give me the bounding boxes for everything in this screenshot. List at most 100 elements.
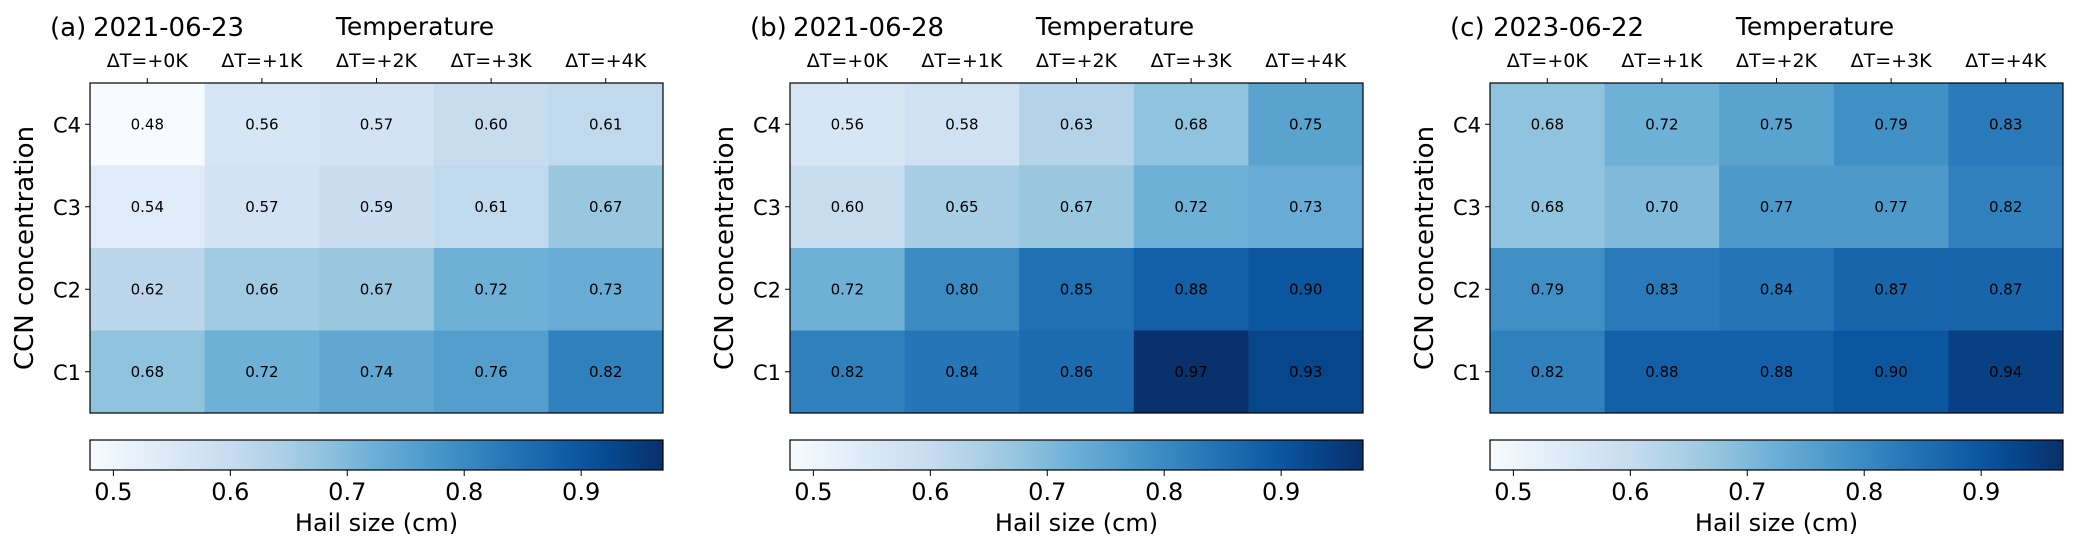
heatmap-cell (1490, 330, 1606, 414)
cell-value-label: 0.82 (831, 363, 864, 381)
cell-value-label: 0.72 (1174, 198, 1207, 216)
cell-value-label: 0.76 (474, 363, 507, 381)
y-tick-label: C3 (1453, 196, 1481, 220)
heatmap-cell (1604, 248, 1720, 331)
cell-value-label: 0.68 (131, 363, 164, 381)
heatmap-cell (1490, 165, 1606, 249)
colorbar-tick-label: 0.8 (1145, 478, 1183, 506)
y-tick-label: C1 (53, 361, 81, 385)
heatmap-cell (1248, 165, 1364, 249)
heatmap-cell (1019, 330, 1135, 414)
panel-letter: (b) (750, 13, 787, 43)
heatmap-cell (319, 330, 435, 414)
colorbar-tick-label: 0.7 (328, 478, 366, 506)
cell-value-label: 0.60 (831, 198, 864, 216)
x-tick-label: ΔT=+0K (807, 50, 889, 72)
cell-value-label: 0.84 (945, 363, 978, 381)
cell-value-label: 0.66 (245, 280, 278, 298)
y-tick-label: C4 (1453, 113, 1481, 137)
cell-value-label: 0.73 (1289, 198, 1322, 216)
colorbar-tick-label: 0.7 (1028, 478, 1066, 506)
cell-value-label: 0.72 (1645, 115, 1678, 133)
heatmap-cell (433, 330, 549, 414)
heatmap-cell (1133, 165, 1249, 249)
heatmap-panel-1: 0.56 0.58 0.63 0.68 0.75 0.60 0.65 0.67 0.72 0.73… (710, 12, 1364, 537)
x-tick-label: ΔT=+3K (1851, 50, 1933, 72)
heatmap-cell (790, 83, 906, 166)
heatmap-cell (1948, 248, 2064, 331)
heatmap-cell (1490, 83, 1606, 166)
heatmap-cell (904, 330, 1020, 414)
y-tick-label: C1 (1453, 361, 1481, 385)
colorbar-tick-label: 0.9 (562, 478, 600, 506)
cell-value-label: 0.72 (245, 363, 278, 381)
heatmap-cell (1833, 330, 1949, 414)
cell-value-label: 0.88 (1174, 280, 1207, 298)
colorbar-tick-label: 0.5 (1494, 478, 1532, 506)
heatmap-cell (790, 330, 906, 414)
colorbar-tick-label: 0.8 (445, 478, 483, 506)
cell-value-label: 0.70 (1645, 198, 1678, 216)
x-tick-label: ΔT=+4K (565, 50, 647, 72)
colorbar-tick-label: 0.7 (1728, 478, 1766, 506)
heatmap-cell (1248, 83, 1364, 166)
panel-letter: (a) (50, 13, 86, 43)
cell-value-label: 0.84 (1760, 280, 1793, 298)
heatmap-cell (1019, 248, 1135, 331)
heatmap-cell (204, 165, 320, 249)
cell-value-label: 0.56 (831, 115, 864, 133)
cell-value-label: 0.72 (831, 280, 864, 298)
colorbar-title: Hail size (cm) (1695, 509, 1858, 537)
cell-value-label: 0.79 (1531, 280, 1564, 298)
x-tick-label: ΔT=+3K (1151, 50, 1233, 72)
heatmap-cell (548, 248, 664, 331)
colorbar-tick-label: 0.8 (1845, 478, 1883, 506)
cell-value-label: 0.57 (245, 198, 278, 216)
cell-value-label: 0.88 (1645, 363, 1678, 381)
y-axis-title: CCN concentration (10, 126, 40, 370)
heatmap-cell (1133, 330, 1249, 414)
cell-value-label: 0.63 (1060, 115, 1093, 133)
colorbar-title: Hail size (cm) (295, 509, 458, 537)
x-tick-label: ΔT=+1K (1621, 50, 1703, 72)
heatmap-cell (904, 248, 1020, 331)
cell-value-label: 0.54 (131, 198, 164, 216)
heatmap-cell (790, 248, 906, 331)
x-tick-label: ΔT=+0K (107, 50, 189, 72)
heatmap-panel-0: 0.48 0.56 0.57 0.60 0.61 0.54 0.57 0.59 0.61 0.67… (10, 12, 664, 537)
x-tick-label: ΔT=+0K (1507, 50, 1589, 72)
colorbar (89, 439, 664, 471)
colorbar-tick-label: 0.5 (94, 478, 132, 506)
heatmap-cell (1490, 248, 1606, 331)
heatmap-cell (319, 165, 435, 249)
cell-value-label: 0.85 (1060, 280, 1093, 298)
cell-value-label: 0.83 (1989, 115, 2022, 133)
x-tick-label: ΔT=+4K (1265, 50, 1347, 72)
y-tick-label: C4 (753, 113, 781, 137)
cell-value-label: 0.75 (1760, 115, 1793, 133)
heatmap-cell (1833, 83, 1949, 166)
cell-value-label: 0.61 (589, 115, 622, 133)
y-tick-label: C1 (753, 361, 781, 385)
y-tick-label: C2 (53, 278, 81, 302)
y-tick-label: C4 (53, 113, 81, 137)
cell-value-label: 0.90 (1289, 280, 1322, 298)
cell-value-label: 0.80 (945, 280, 978, 298)
x-axis-title: Temperature (335, 12, 494, 41)
x-tick-label: ΔT=+2K (1736, 50, 1818, 72)
cell-value-label: 0.75 (1289, 115, 1322, 133)
heatmap-cell (548, 83, 664, 166)
cell-value-label: 0.82 (1531, 363, 1564, 381)
colorbar-tick-label: 0.6 (911, 478, 949, 506)
cell-value-label: 0.77 (1874, 198, 1907, 216)
x-tick-label: ΔT=+3K (451, 50, 533, 72)
cell-value-label: 0.59 (360, 198, 393, 216)
heatmap-cell (1604, 330, 1720, 414)
x-axis-title: Temperature (1735, 12, 1894, 41)
heatmap-panel-2: 0.68 0.72 0.75 0.79 0.830.68 0.70 0.77 0.77 0.82… (1410, 12, 2064, 537)
x-tick-label: ΔT=+1K (221, 50, 303, 72)
heatmap-cell (90, 83, 206, 166)
heatmap-cell (1604, 83, 1720, 166)
heatmap-cell (319, 83, 435, 166)
